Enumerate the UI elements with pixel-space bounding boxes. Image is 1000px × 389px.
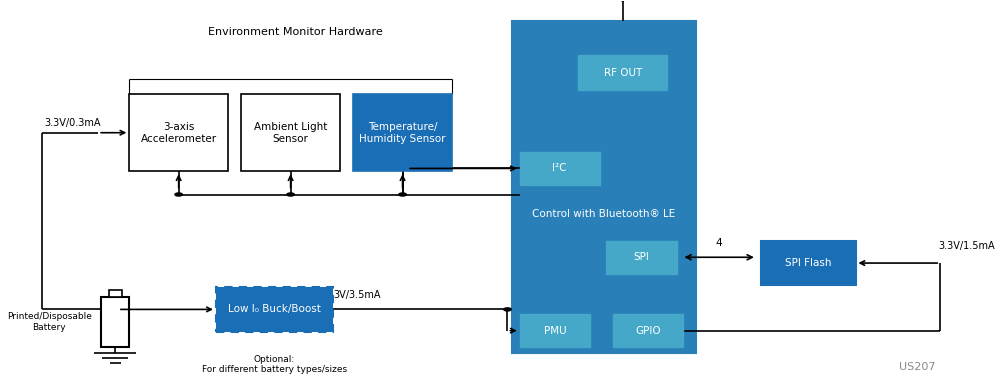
Text: I²C: I²C — [552, 163, 567, 173]
Circle shape — [399, 193, 406, 196]
FancyBboxPatch shape — [353, 94, 452, 171]
FancyBboxPatch shape — [761, 241, 856, 285]
FancyBboxPatch shape — [578, 56, 667, 90]
Text: SPI Flash: SPI Flash — [785, 258, 832, 268]
FancyBboxPatch shape — [613, 314, 683, 347]
FancyBboxPatch shape — [129, 94, 228, 171]
Text: 3-axis
Accelerometer: 3-axis Accelerometer — [141, 122, 217, 144]
Circle shape — [175, 193, 182, 196]
FancyBboxPatch shape — [520, 314, 590, 347]
Text: 3.3V/0.3mA: 3.3V/0.3mA — [45, 118, 101, 128]
Text: 3V/3.5mA: 3V/3.5mA — [333, 290, 381, 300]
FancyBboxPatch shape — [512, 21, 696, 353]
Text: Optional:
For different battery types/sizes: Optional: For different battery types/si… — [202, 355, 347, 374]
Text: 4: 4 — [716, 238, 722, 248]
Text: Low I₀ Buck/Boost: Low I₀ Buck/Boost — [228, 305, 321, 314]
Text: SPI: SPI — [634, 252, 649, 262]
Circle shape — [504, 308, 511, 311]
Text: GPIO: GPIO — [635, 326, 661, 336]
FancyBboxPatch shape — [241, 94, 340, 171]
Text: Printed/Disposable
Battery: Printed/Disposable Battery — [7, 312, 92, 332]
FancyBboxPatch shape — [520, 152, 600, 185]
FancyBboxPatch shape — [606, 241, 677, 274]
Text: PMU: PMU — [544, 326, 566, 336]
Text: Environment Monitor Hardware: Environment Monitor Hardware — [208, 27, 383, 37]
Text: 3.3V/1.5mA: 3.3V/1.5mA — [938, 242, 995, 251]
Text: Control with Bluetooth® LE: Control with Bluetooth® LE — [532, 209, 676, 219]
Circle shape — [287, 193, 294, 196]
Bar — [109, 290, 122, 297]
FancyBboxPatch shape — [216, 287, 333, 331]
Text: Ambient Light
Sensor: Ambient Light Sensor — [254, 122, 327, 144]
Bar — [101, 297, 129, 347]
Text: Temperature/
Humidity Sensor: Temperature/ Humidity Sensor — [359, 122, 446, 144]
Text: RF OUT: RF OUT — [604, 68, 642, 78]
Text: US207: US207 — [899, 362, 936, 372]
